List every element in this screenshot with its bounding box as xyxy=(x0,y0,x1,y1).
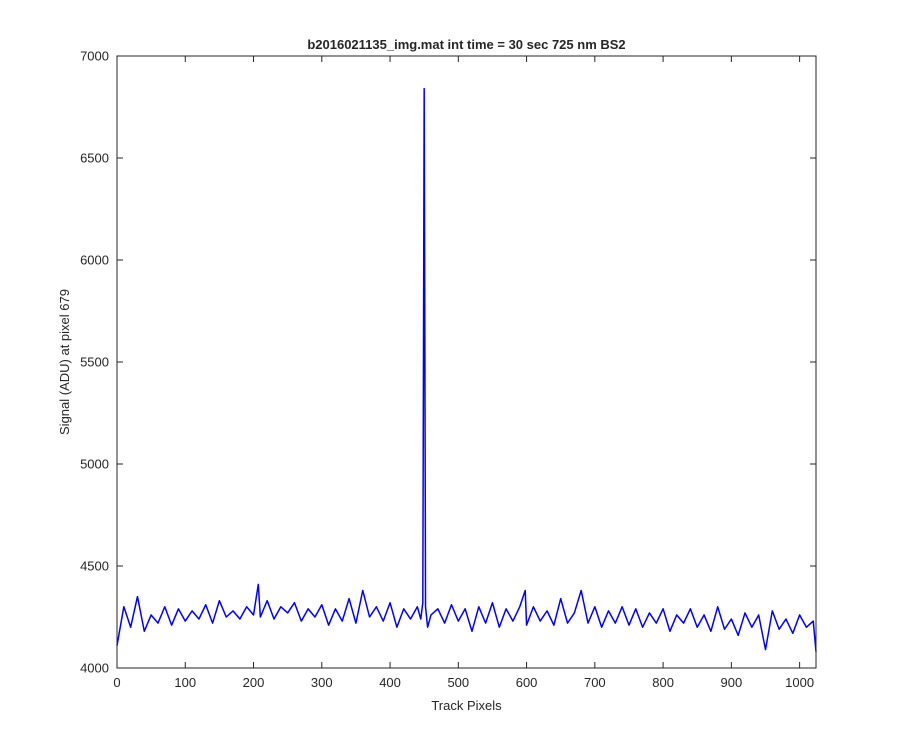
y-tick-label: 4000 xyxy=(80,661,109,676)
y-axis-label: Signal (ADU) at pixel 679 xyxy=(57,289,72,435)
y-tick-label: 6000 xyxy=(80,253,109,268)
x-axis-label: Track Pixels xyxy=(431,698,502,713)
y-tick-label: 6500 xyxy=(80,151,109,166)
plot-area xyxy=(117,56,816,668)
x-tick-label: 900 xyxy=(721,675,743,690)
series-layer xyxy=(116,87,817,652)
x-tick-label: 300 xyxy=(311,675,333,690)
y-tick-label: 5500 xyxy=(80,355,109,370)
chart-title: b2016021135_img.mat int time = 30 sec 72… xyxy=(307,37,625,52)
y-tick-label: 5000 xyxy=(80,457,109,472)
ticks: 0 100 200 300 400 500 600 700 800 900 1000 4000 4500… xyxy=(80,49,816,690)
x-tick-label: 0 xyxy=(113,675,120,690)
x-tick-label: 800 xyxy=(652,675,674,690)
y-tick-label: 4500 xyxy=(80,559,109,574)
x-tick-label: 600 xyxy=(516,675,538,690)
x-tick-label: 500 xyxy=(447,675,469,690)
x-tick-label: 200 xyxy=(243,675,265,690)
x-tick-label: 100 xyxy=(174,675,196,690)
x-tick-label: 1000 xyxy=(785,675,814,690)
plot-frame xyxy=(116,55,817,669)
x-tick-label: 700 xyxy=(584,675,606,690)
x-tick-label: 400 xyxy=(379,675,401,690)
series-line xyxy=(116,87,817,652)
y-tick-label: 7000 xyxy=(80,49,109,64)
